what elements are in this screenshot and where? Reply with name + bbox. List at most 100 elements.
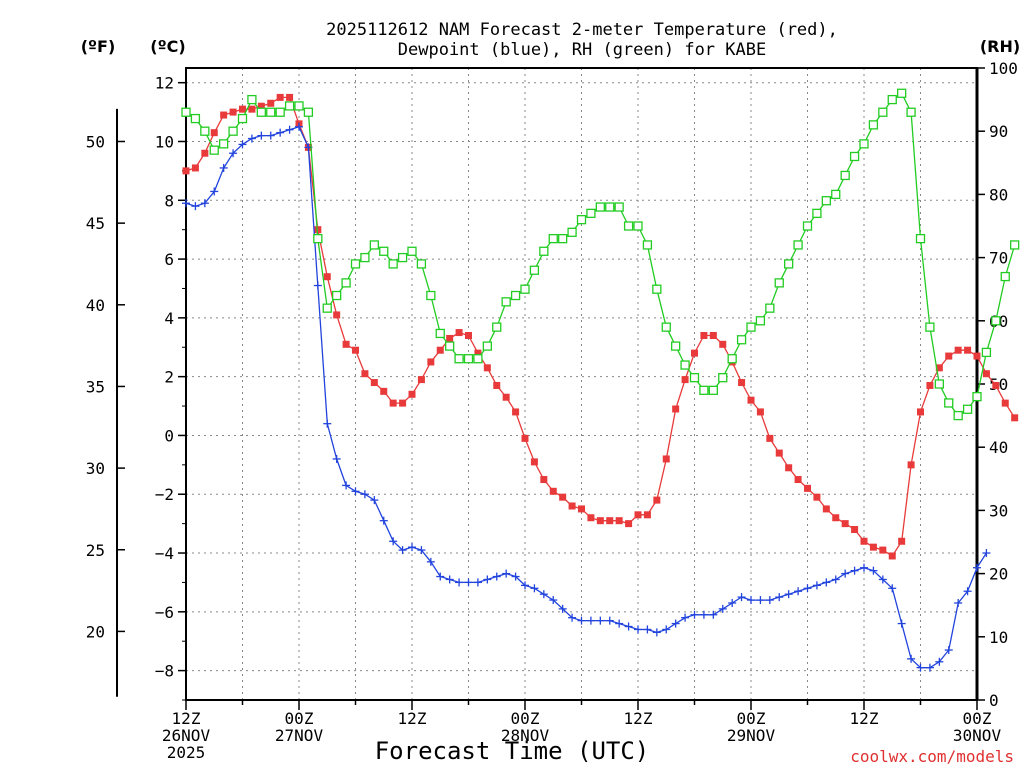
data-point [954, 598, 963, 607]
data-point [549, 596, 558, 605]
data-point [813, 493, 821, 501]
data-point [482, 341, 492, 351]
data-point [510, 290, 521, 301]
data-point [982, 549, 991, 558]
celsius-tick-label: −6 [155, 603, 174, 622]
data-point [512, 408, 520, 416]
data-point [220, 111, 228, 119]
celsius-tick-label: 6 [164, 250, 174, 269]
data-point [568, 502, 576, 510]
data-point [897, 619, 906, 628]
data-point [360, 252, 370, 263]
data-point [389, 399, 397, 407]
data-point [228, 126, 238, 136]
celsius-tick-label: −4 [155, 544, 174, 563]
data-point [257, 131, 266, 140]
data-point [963, 587, 972, 596]
data-point [756, 596, 765, 605]
data-point [775, 449, 783, 457]
data-point [964, 346, 972, 354]
data-point [802, 221, 813, 231]
fahrenheit-tick-label: 45 [86, 214, 105, 233]
celsius-tick-label: −8 [155, 662, 174, 681]
data-point [370, 496, 379, 505]
data-point [266, 131, 275, 140]
data-point [276, 128, 285, 137]
series-2-meter-temperature [182, 93, 1019, 560]
data-point [323, 273, 331, 281]
data-point [831, 575, 840, 584]
data-point [200, 126, 210, 136]
data-point [991, 316, 1001, 326]
data-point [633, 221, 643, 231]
celsius-tick-label: −2 [155, 485, 174, 504]
data-point [736, 335, 747, 345]
data-point [181, 107, 191, 117]
data-point [596, 517, 604, 525]
data-point [388, 259, 398, 269]
fahrenheit-tick-label: 35 [86, 377, 105, 396]
data-point [492, 322, 502, 332]
data-point [1001, 399, 1009, 407]
data-point [747, 596, 755, 605]
data-point [493, 381, 501, 389]
rh-tick-label: 100 [989, 59, 1018, 78]
data-point [849, 151, 860, 162]
series-dewpoint [182, 122, 991, 672]
data-point [954, 346, 962, 354]
celsius-tick-label: 10 [155, 132, 174, 151]
axes [116, 67, 985, 710]
data-point [426, 290, 436, 301]
data-point [727, 354, 737, 364]
data-point [652, 628, 661, 637]
data-point [256, 107, 266, 117]
data-point [379, 516, 388, 525]
chart-title: 2025112612 NAM Forecast 2-meter Temperat… [326, 20, 838, 60]
data-point [350, 259, 361, 269]
data-point [209, 145, 219, 155]
data-point [285, 125, 294, 134]
data-point [803, 584, 812, 593]
data-point [521, 434, 529, 442]
data-point [765, 303, 775, 313]
series-rh [181, 88, 1020, 421]
data-point [474, 349, 482, 357]
data-point [812, 208, 822, 219]
celsius-tick-label: 12 [155, 74, 174, 93]
data-point [841, 569, 850, 578]
x-tick-label: 00Z [511, 709, 540, 728]
data-point [595, 202, 605, 212]
data-point [568, 613, 577, 622]
data-point [530, 458, 538, 466]
data-point [860, 537, 868, 545]
data-point [417, 376, 425, 384]
data-point [502, 569, 511, 578]
data-point [699, 610, 708, 619]
data-point [549, 487, 557, 495]
data-point [634, 511, 642, 519]
data-point [247, 134, 256, 143]
data-point [671, 619, 680, 628]
data-point [775, 593, 784, 602]
fahrenheit-tick-label: 40 [86, 296, 105, 315]
data-point [586, 208, 596, 219]
data-point [935, 657, 944, 666]
data-point [793, 240, 803, 250]
x-tick-label: 12Z [850, 709, 879, 728]
data-point [238, 140, 247, 149]
data-point [643, 511, 651, 519]
data-point [314, 226, 322, 234]
data-point [389, 537, 398, 546]
data-point [623, 221, 634, 231]
rh-tick-label: 10 [989, 628, 1008, 647]
data-point [587, 514, 595, 522]
data-point [201, 149, 209, 157]
data-point [370, 379, 378, 387]
series-line [185, 126, 987, 669]
data-point [878, 107, 888, 117]
rh-unit-label: (RH) [980, 37, 1020, 56]
data-point [342, 340, 350, 348]
data-point [691, 349, 698, 357]
data-point [322, 303, 332, 313]
